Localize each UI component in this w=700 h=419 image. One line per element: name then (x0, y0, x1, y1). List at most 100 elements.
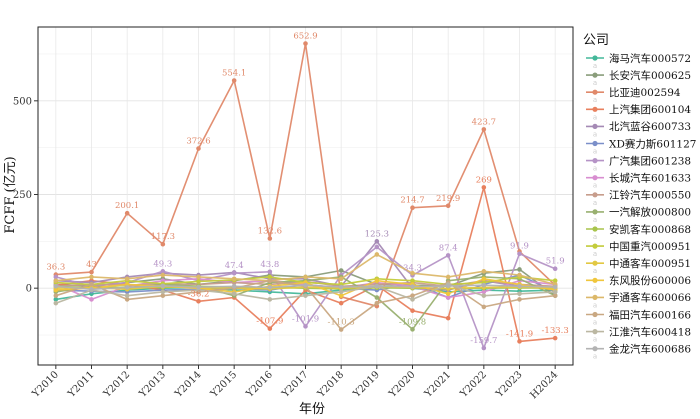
legend-swatch-point (592, 123, 598, 129)
legend-item: a 中国重汽000951 (586, 240, 691, 258)
data-point (338, 293, 344, 298)
data-point (445, 283, 451, 289)
legend-swatch-point (592, 175, 598, 181)
legend-item: a 长城汽车601633 (586, 172, 691, 190)
legend-item: a 北汽蓝谷600733 (586, 120, 691, 138)
legend-swatch-point (592, 140, 598, 147)
data-point (517, 251, 522, 257)
data-point (445, 253, 451, 258)
legend-swatch-point (592, 277, 598, 283)
legend-item: a 海马汽车000572 (586, 52, 691, 70)
legend-swatch-point (592, 192, 598, 198)
data-label: 132.6 (258, 226, 282, 236)
data-point (445, 315, 451, 321)
data-label: 36.3 (46, 263, 65, 273)
legend-item: a 广汽集团601238 (586, 154, 691, 173)
legend-swatch-point (592, 89, 598, 95)
data-point (124, 276, 130, 282)
data-point (374, 295, 380, 300)
data-point (481, 269, 487, 274)
series-layer (53, 41, 558, 351)
data-point (53, 284, 59, 289)
data-point (374, 300, 380, 306)
legend-item: a 江淮汽车600418 (586, 325, 691, 344)
data-point (445, 203, 451, 209)
legend-swatch-point (592, 158, 598, 164)
data-point (53, 300, 59, 306)
legend-item: a 中通客车000951 (586, 257, 691, 275)
data-label: 200.1 (115, 201, 139, 211)
legend-item: a 长安汽车000625 (586, 69, 691, 87)
legend-label: 一汽解放000800 (609, 206, 691, 219)
data-point (517, 267, 522, 272)
data-label: 214.7 (400, 196, 424, 206)
data-point (552, 293, 558, 298)
legend-label-glyph: a (593, 148, 597, 156)
data-point (89, 269, 94, 275)
data-point (267, 274, 273, 280)
data-point (231, 270, 237, 276)
legend-label: 宇通客车600066 (609, 291, 691, 304)
data-label: -109.8 (399, 317, 426, 327)
data-label: -159.7 (470, 336, 497, 346)
data-point (124, 293, 130, 298)
data-label: 423.7 (472, 117, 496, 127)
legend-label-glyph: a (593, 113, 597, 121)
legend-label: 中通客车000951 (609, 257, 691, 270)
data-point (267, 269, 273, 275)
data-label: 43.8 (260, 260, 279, 270)
legend-label: 中国重汽000951 (609, 240, 691, 253)
data-point (196, 284, 201, 290)
data-point (303, 324, 308, 329)
data-point (481, 289, 487, 295)
data-point (481, 293, 487, 298)
legend-label-glyph: a (593, 284, 597, 292)
data-point (53, 287, 59, 293)
data-point (160, 241, 166, 247)
data-point (89, 274, 94, 280)
data-point (374, 239, 380, 244)
data-label: 87.4 (439, 243, 458, 253)
data-point (481, 282, 487, 288)
data-point (231, 284, 237, 289)
x-axis-title: 年份 (299, 402, 325, 417)
data-point (481, 304, 487, 310)
legend-title: 公司 (583, 33, 609, 48)
data-point (303, 293, 308, 298)
data-point (445, 295, 451, 300)
legend-swatch-point (592, 72, 598, 78)
legend-label-glyph: a (593, 233, 597, 241)
legend-label: 江铃汽车000550 (609, 189, 691, 202)
legend-label-glyph: a (593, 165, 597, 173)
legend-swatch-point (592, 329, 598, 335)
data-label: 219.9 (436, 194, 460, 204)
data-point (374, 244, 380, 250)
data-point (303, 274, 308, 280)
data-point (53, 297, 59, 302)
y-tick-label: 500 (13, 96, 32, 107)
legend-item: a XD赛力斯601127 (586, 137, 696, 156)
legend-label: 东风股份600006 (609, 274, 691, 287)
legend-label-glyph: a (593, 182, 597, 190)
data-point (374, 278, 380, 283)
data-point (267, 297, 273, 302)
data-point (410, 297, 415, 302)
data-point (53, 278, 59, 283)
legend-item: a 安凯客车000868 (586, 223, 691, 241)
data-point (338, 276, 344, 282)
legend-item: a 上汽集团600104 (586, 103, 691, 121)
data-point (517, 291, 522, 297)
data-point (267, 285, 273, 290)
legend-label-glyph: a (593, 353, 597, 361)
data-point (517, 297, 522, 302)
series-17 (53, 282, 558, 292)
data-point (267, 326, 273, 331)
legend-swatch-point (592, 226, 598, 232)
data-point (89, 297, 94, 302)
legend-label-glyph: a (593, 216, 597, 224)
y-axis-title: FCFF (亿元) (3, 156, 18, 233)
legend-swatch-point (592, 106, 598, 112)
data-point (410, 293, 415, 298)
data-point (445, 274, 451, 280)
